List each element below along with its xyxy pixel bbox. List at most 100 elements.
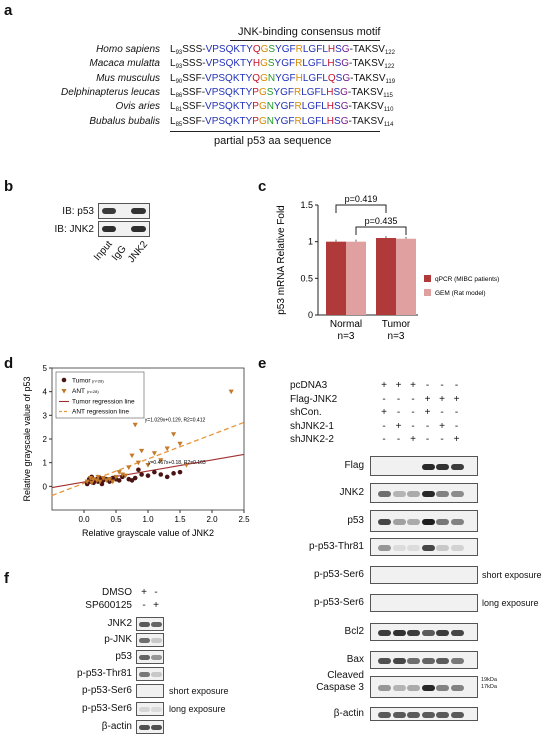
p-value-label: p=0.419 — [345, 194, 378, 204]
condition-sign: + — [381, 407, 387, 418]
condition-sign: + — [453, 393, 460, 405]
scatter-chart-jnk2-p53: 0.0 0.5 1.0 1.5 2.0 2.5 0 1 2 3 4 5 Relative graysca… — [22, 364, 250, 538]
y-axis-label: Relative grayscale value of p53 — [22, 376, 32, 501]
blot-band — [421, 630, 435, 636]
blot-band — [378, 545, 391, 551]
sequence-start-index: 93 — [175, 64, 183, 71]
ant-equation: y=1.029x+0.129, R2=0.412 — [145, 417, 206, 423]
tumor-point — [139, 472, 144, 477]
condition-sign: + — [439, 420, 445, 432]
blot-row-label: p-p53-Ser6 — [313, 569, 364, 580]
bar — [396, 238, 416, 315]
blot-row-label: Cleaved — [327, 670, 364, 681]
condition-sign: - — [411, 420, 415, 432]
exposure-note: short exposure — [482, 569, 542, 580]
legend-tumor-label: Tumor — [72, 378, 91, 385]
blot-strip — [370, 707, 478, 721]
condition-sign: - — [396, 407, 401, 418]
blot-band — [392, 519, 406, 525]
tumor-point — [116, 478, 122, 483]
residue-group: S — [334, 115, 341, 127]
condition-sign: - — [440, 380, 444, 391]
treatment-sign: + — [153, 600, 159, 611]
ant-point — [151, 451, 157, 456]
sequence-start-index: 85 — [175, 121, 183, 128]
residue-group: SSS- — [182, 44, 206, 55]
treatment-sign: + — [141, 587, 147, 598]
x-tick-label: 2.5 — [238, 515, 250, 524]
legend-ant-label: ANT — [72, 388, 85, 395]
significance-bracket — [335, 204, 387, 213]
blot-row-label: p-p53-Thr81 — [308, 541, 364, 552]
sequence-row: L86SSF-VPSQKTYPGSYGFRLGFLHSG-TAKSV115 — [170, 87, 393, 99]
blot-band — [450, 519, 464, 525]
species-name: Mus musculus — [96, 72, 160, 84]
residue-group: R — [293, 86, 302, 98]
blot-band — [436, 685, 449, 691]
blot-row-label: JNK2 — [339, 487, 364, 498]
legend-swatch — [424, 275, 431, 282]
blot-band — [139, 638, 150, 643]
y-axis-label: p53 mRNA Relative Fold — [276, 205, 287, 315]
residue-group: P — [252, 101, 259, 113]
legend-ant-n: (n=28) — [87, 389, 99, 394]
residue-group: R — [295, 44, 303, 55]
blot-strip — [370, 510, 478, 532]
blot-row-label: JNK2 — [107, 618, 132, 629]
condition-sign: - — [396, 434, 401, 445]
residue-group: Q — [252, 72, 261, 84]
species-name: Delphinapterus leucas — [61, 86, 160, 98]
blot-row-label: β-actin — [101, 721, 132, 732]
residue-group: L — [170, 115, 176, 127]
residue-group: H — [326, 115, 335, 127]
blot-b-jnk2 — [98, 221, 150, 237]
species-name: Homo sapiens — [96, 44, 160, 55]
blot-band — [378, 630, 391, 636]
blot-row-label: Caspase 3 — [316, 682, 364, 693]
residue-group: S — [266, 86, 274, 98]
kda-marker: 19kDa — [481, 677, 497, 683]
tumor-point — [164, 474, 170, 480]
blot-band — [407, 658, 420, 664]
condition-sign: + — [439, 393, 445, 405]
tumor-point — [177, 469, 183, 475]
blot-band — [436, 545, 449, 551]
condition-sign: + — [381, 380, 387, 391]
panel-label-b: b — [4, 178, 14, 195]
residue-group: G — [340, 101, 349, 113]
treatment-label: DMSO — [102, 587, 132, 598]
blot-band — [407, 630, 420, 636]
residue-group: H — [295, 72, 303, 84]
blot-strip — [136, 667, 164, 681]
residue-group: Q — [327, 72, 336, 84]
ant-point — [89, 480, 95, 486]
blot-band — [378, 712, 391, 718]
legend-ant-line-label: ANT regression line — [72, 409, 129, 416]
ant-point — [123, 473, 129, 479]
condition-sign: - — [440, 407, 444, 418]
bar — [376, 238, 396, 315]
blot-band — [421, 491, 435, 497]
condition-label: pcDNA3 — [290, 380, 328, 391]
species-name: Macaca mulatta — [89, 58, 160, 70]
condition-sign: - — [454, 407, 459, 418]
condition-sign: - — [425, 420, 430, 432]
blot-row-label: p-JNK — [104, 634, 132, 645]
tumor-point — [145, 473, 151, 478]
category-n-label: n=3 — [388, 331, 405, 342]
blot-band — [436, 519, 449, 525]
condition-sign: - — [440, 434, 444, 445]
tumor-point — [136, 467, 141, 473]
ant-point — [110, 479, 116, 485]
blot-strip — [370, 566, 478, 584]
species-name: Ovis aries — [115, 101, 160, 113]
residue-group: P — [252, 115, 259, 127]
residue-group: VPSQKTY — [205, 115, 253, 127]
residue-group: R — [294, 101, 302, 113]
legend-box — [55, 371, 145, 419]
blot-band — [378, 519, 391, 525]
y-tick-label: 5 — [43, 364, 48, 373]
residue-group: N — [266, 101, 274, 113]
residue-group: YGF — [273, 101, 295, 113]
ant-point — [103, 478, 109, 484]
